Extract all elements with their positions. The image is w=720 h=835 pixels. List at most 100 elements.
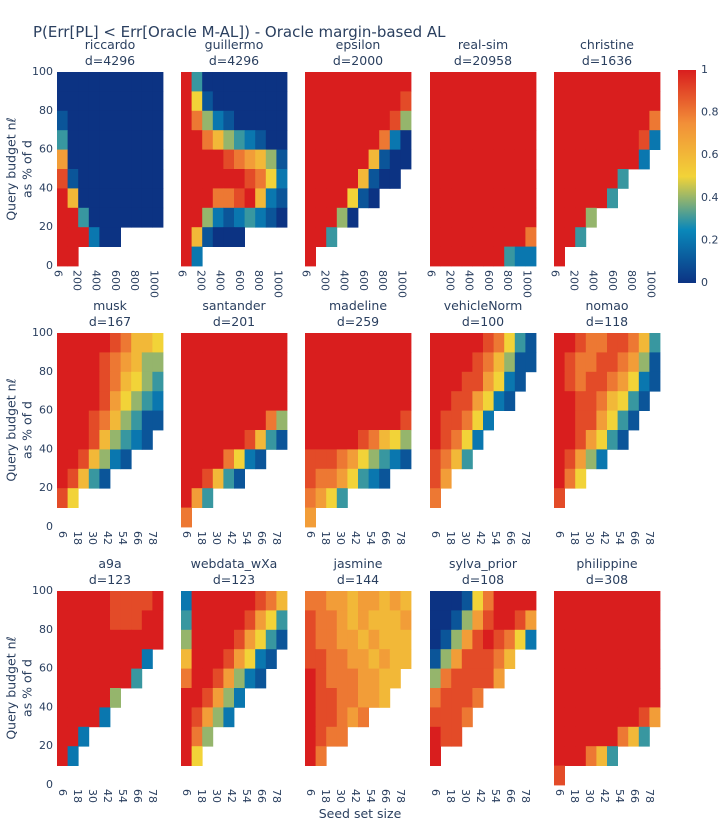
heatmap-cell <box>575 688 587 708</box>
heatmap-cell <box>461 188 473 209</box>
heatmap-cell <box>152 149 164 170</box>
x-tick-label: 54 <box>489 789 502 803</box>
heatmap-cell <box>389 91 401 112</box>
heatmap-cell <box>315 430 327 450</box>
heatmap-cell <box>461 591 473 611</box>
heatmap-cell <box>554 468 565 489</box>
heatmap-cell <box>483 668 494 689</box>
heatmap-cell <box>120 391 132 411</box>
x-tick-label: 54 <box>116 531 129 545</box>
heatmap-cell <box>379 371 391 392</box>
heatmap-cell <box>191 352 203 373</box>
panel-subtitle: d=108 <box>462 572 504 587</box>
heatmap-cell <box>181 72 192 92</box>
heatmap-cell <box>389 352 401 373</box>
heatmap-cell <box>57 410 68 431</box>
heatmap-cell <box>451 110 463 131</box>
heatmap-cell <box>141 352 153 373</box>
heatmap-cell <box>234 207 245 228</box>
heatmap-cell <box>451 668 463 689</box>
heatmap-cell <box>88 430 100 450</box>
heatmap-cell <box>234 227 245 247</box>
heatmap-cell <box>461 410 473 431</box>
heatmap-cell <box>638 130 650 150</box>
heatmap-cell <box>131 130 143 150</box>
heatmap-cell <box>493 629 505 650</box>
heatmap-cell <box>379 91 391 112</box>
heatmap-cell <box>440 649 452 669</box>
heatmap-cell <box>276 91 288 112</box>
heatmap-cell <box>223 110 235 131</box>
x-tick-label: 6 <box>549 270 562 277</box>
heatmap-cell <box>368 91 380 112</box>
heatmap-cell <box>223 707 235 728</box>
heatmap-cell <box>585 72 597 92</box>
heatmap-cell <box>67 707 79 728</box>
heatmap-cell <box>617 430 629 450</box>
heatmap-cell <box>223 668 235 689</box>
panel-title: vehicleNorm <box>444 298 523 313</box>
heatmap-cell <box>57 333 68 353</box>
heatmap-cell <box>67 91 79 112</box>
panel-title: sylva_prior <box>449 556 518 571</box>
heatmap-cell <box>255 333 267 353</box>
heatmap-cell <box>607 371 618 392</box>
heatmap-cell <box>358 352 369 373</box>
heatmap-cell <box>483 333 494 353</box>
heatmap-cell <box>461 149 473 170</box>
heatmap-cell <box>451 333 463 353</box>
heatmap-cell <box>379 169 391 189</box>
x-tick-label: 78 <box>519 789 532 803</box>
heatmap-cell <box>430 649 441 669</box>
y-tick-label: 60 <box>39 143 53 156</box>
heatmap-cell <box>596 391 608 411</box>
heatmap-cell <box>461 449 473 470</box>
heatmap-cell <box>451 391 463 411</box>
x-tick-label: 1000 <box>520 270 533 298</box>
heatmap-cell <box>131 391 143 411</box>
heatmap-cell <box>617 391 629 411</box>
heatmap-cell <box>440 707 452 728</box>
heatmap-cell <box>430 227 441 247</box>
heatmap-cell <box>554 668 565 689</box>
heatmap-cell <box>564 207 576 228</box>
panel-title: webdata_wXa <box>191 556 278 571</box>
heatmap-cell <box>525 169 537 189</box>
heatmap-cell <box>315 610 327 631</box>
x-tick-label: 400 <box>338 270 351 291</box>
heatmap-cell <box>265 169 277 189</box>
x-tick-label: 30 <box>210 789 223 803</box>
heatmap-cell <box>400 130 412 150</box>
x-tick-label: 78 <box>643 531 656 545</box>
heatmap-cell <box>99 333 111 353</box>
heatmap-cell <box>67 649 79 669</box>
heatmap-cell <box>638 352 650 373</box>
y-tick-label: 100 <box>32 584 53 597</box>
x-tick-label: 78 <box>146 789 159 803</box>
heatmap-cell <box>191 430 203 450</box>
heatmap-cell <box>315 72 327 92</box>
heatmap-cell <box>276 591 288 611</box>
heatmap-cell <box>358 449 369 470</box>
x-tick-label: 30 <box>583 531 596 545</box>
x-tick-label: 18 <box>71 789 84 803</box>
heatmap-cell <box>493 610 505 631</box>
heatmap-cell <box>67 130 79 150</box>
heatmap-cell <box>88 688 100 708</box>
heatmap-cell <box>368 468 380 489</box>
heatmap-cell <box>99 371 111 392</box>
panel-title: musk <box>93 298 128 313</box>
heatmap-cell <box>223 629 235 650</box>
heatmap-cell <box>88 610 100 631</box>
heatmap-cell <box>305 688 316 708</box>
x-tick-label: 18 <box>71 531 84 545</box>
x-tick-label: 42 <box>598 531 611 545</box>
heatmap-cell <box>120 207 132 228</box>
heatmap-cell <box>141 391 153 411</box>
heatmap-cell <box>607 352 618 373</box>
heatmap-cell <box>585 110 597 131</box>
heatmap-cell <box>575 91 587 112</box>
heatmap-cell <box>430 468 441 489</box>
